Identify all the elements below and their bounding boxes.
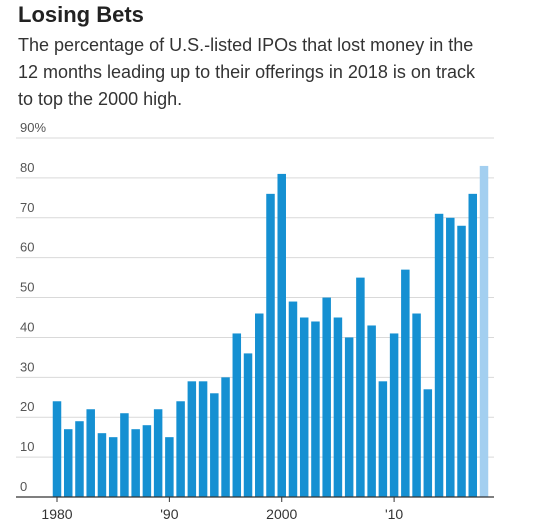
y-tick-label: 80 [20,160,34,175]
bar [52,401,62,497]
bar [142,425,152,497]
bar [210,393,219,497]
bar [277,173,286,497]
y-tick-label: 50 [20,280,34,295]
bar [153,409,163,497]
bar [401,269,410,497]
bar [299,317,309,497]
bar [322,297,331,497]
bar [266,193,275,497]
bar [333,317,343,497]
bar [344,337,354,497]
bar [288,301,298,497]
bar [176,401,185,497]
bar [311,321,320,497]
bar [378,381,388,497]
x-tick-label: 2000 [266,506,297,522]
bar [86,409,95,497]
bar [468,193,478,497]
bar [120,413,129,497]
bar [108,437,118,497]
y-tick-label: 90% [20,120,46,135]
bar [198,381,208,497]
bar [243,353,253,497]
bar [446,217,455,497]
bar [97,433,107,497]
y-tick-label: 30 [20,359,34,374]
bar [75,421,84,497]
bar [221,377,230,497]
y-tick-label: 10 [20,439,34,454]
y-tick-label: 20 [20,399,34,414]
bar [255,313,264,497]
bar [434,213,444,498]
y-tick-label: 40 [20,319,34,334]
bar [63,429,73,497]
x-tick-label: '10 [385,506,403,522]
y-tick-label: 0 [20,479,27,494]
bar [356,277,365,497]
x-tick-label: '90 [160,506,178,522]
bar [457,225,466,497]
bar [479,165,489,497]
bar [232,333,242,497]
x-tick-label: 1980 [41,506,72,522]
chart-subtitle: The percentage of U.S.-listed IPOs that … [18,35,475,109]
bar [131,429,140,497]
bar [367,325,376,497]
bar [165,437,174,497]
bar [423,389,433,497]
chart-title: Losing Bets [18,2,144,27]
y-tick-label: 70 [20,200,34,215]
bar [187,381,197,497]
bar [412,313,421,497]
bar [389,333,399,497]
y-tick-label: 60 [20,240,34,255]
